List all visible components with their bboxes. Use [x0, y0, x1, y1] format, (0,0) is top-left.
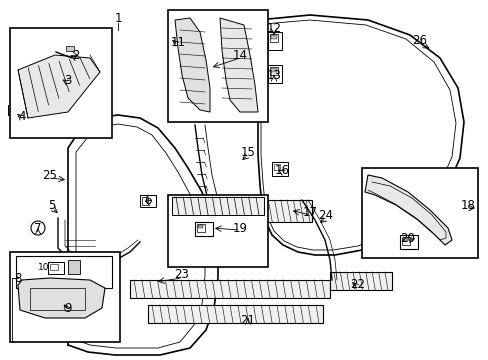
Text: 7: 7 — [34, 221, 41, 234]
Text: 19: 19 — [232, 221, 247, 234]
Text: 4: 4 — [18, 109, 26, 122]
Text: 25: 25 — [42, 168, 57, 181]
Text: 9: 9 — [64, 302, 72, 315]
Polygon shape — [364, 175, 451, 245]
Bar — [130, 280, 329, 298]
Text: 5: 5 — [48, 198, 56, 212]
Text: 10: 10 — [38, 264, 49, 273]
Bar — [30, 288, 85, 310]
Text: 15: 15 — [240, 145, 255, 158]
Bar — [267, 65, 282, 83]
Text: 23: 23 — [174, 269, 189, 282]
Bar — [148, 305, 323, 323]
Bar — [142, 197, 148, 205]
Text: 1: 1 — [114, 12, 122, 24]
Bar — [361, 168, 477, 258]
Text: 22: 22 — [350, 279, 365, 292]
Bar — [10, 107, 15, 113]
Polygon shape — [18, 278, 105, 318]
Bar — [168, 195, 267, 267]
Text: 3: 3 — [64, 73, 72, 86]
Bar — [170, 200, 311, 222]
Bar — [399, 235, 417, 249]
Text: 13: 13 — [266, 68, 281, 81]
Bar — [269, 67, 278, 75]
Text: 8: 8 — [14, 271, 21, 284]
Text: 20: 20 — [400, 231, 415, 244]
Bar — [48, 262, 64, 274]
Bar — [140, 195, 156, 207]
Text: 17: 17 — [302, 206, 317, 219]
Bar — [168, 10, 267, 122]
Bar — [271, 162, 287, 176]
Bar — [66, 46, 74, 51]
Polygon shape — [220, 18, 258, 112]
Polygon shape — [175, 18, 209, 112]
Bar — [68, 260, 80, 274]
Text: 21: 21 — [240, 314, 255, 327]
Bar — [267, 32, 282, 50]
Polygon shape — [18, 55, 100, 118]
Bar — [401, 237, 409, 245]
Text: 26: 26 — [412, 33, 427, 46]
Bar — [50, 264, 58, 270]
Bar — [329, 272, 391, 290]
Text: 11: 11 — [170, 36, 185, 49]
Text: 24: 24 — [318, 208, 333, 221]
Bar — [172, 197, 264, 215]
Text: 12: 12 — [266, 22, 281, 35]
Bar — [402, 238, 407, 241]
Bar — [270, 35, 276, 39]
Bar — [198, 225, 203, 228]
Bar — [195, 222, 213, 236]
Text: 2: 2 — [72, 49, 80, 62]
Bar — [270, 68, 276, 72]
Bar — [16, 256, 112, 288]
Bar — [273, 164, 280, 170]
Bar — [269, 34, 278, 42]
Bar — [197, 224, 204, 232]
Text: 16: 16 — [274, 163, 289, 176]
Text: 6: 6 — [144, 194, 151, 207]
Bar — [10, 252, 120, 342]
Text: 18: 18 — [460, 198, 474, 212]
Text: 14: 14 — [232, 49, 247, 62]
Bar — [8, 105, 22, 115]
Bar — [10, 28, 112, 138]
